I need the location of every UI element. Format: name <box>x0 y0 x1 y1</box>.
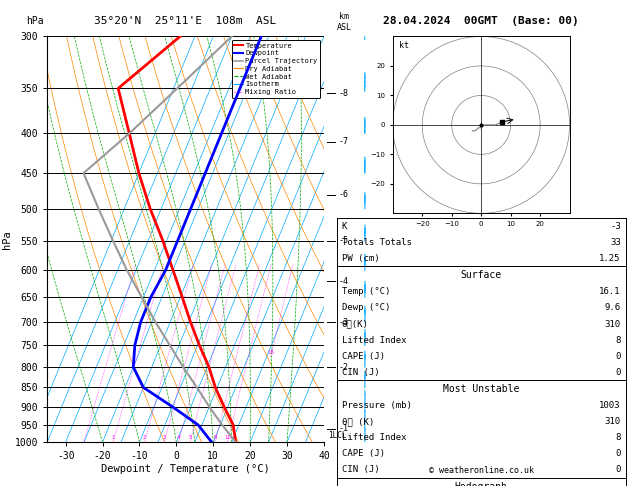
Text: 0: 0 <box>615 351 621 361</box>
Text: Surface: Surface <box>460 270 502 280</box>
Text: Most Unstable: Most Unstable <box>443 384 520 394</box>
Text: -4: -4 <box>338 277 348 286</box>
Text: 1: 1 <box>111 435 115 440</box>
Text: PW (cm): PW (cm) <box>342 254 379 263</box>
Text: -2: -2 <box>338 363 348 372</box>
Text: 9.6: 9.6 <box>604 303 621 312</box>
Text: 1.25: 1.25 <box>599 254 621 263</box>
Y-axis label: hPa: hPa <box>2 230 12 249</box>
Text: kt: kt <box>399 41 409 50</box>
Text: 28.04.2024  00GMT  (Base: 00): 28.04.2024 00GMT (Base: 00) <box>383 16 579 26</box>
Text: -7: -7 <box>338 137 348 146</box>
Text: Pressure (mb): Pressure (mb) <box>342 401 411 410</box>
Text: 0: 0 <box>615 466 621 474</box>
Text: CAPE (J): CAPE (J) <box>342 450 384 458</box>
Text: 33: 33 <box>610 238 621 247</box>
Text: CAPE (J): CAPE (J) <box>342 351 384 361</box>
Text: 2: 2 <box>143 435 147 440</box>
Text: 15: 15 <box>267 350 274 355</box>
Text: 8: 8 <box>615 434 621 442</box>
Text: hPa: hPa <box>26 16 44 26</box>
Text: Lifted Index: Lifted Index <box>342 335 406 345</box>
Text: -3: -3 <box>610 222 621 231</box>
Text: 8: 8 <box>615 335 621 345</box>
Text: θᴇ (K): θᴇ (K) <box>342 417 374 426</box>
Legend: Temperature, Dewpoint, Parcel Trajectory, Dry Adiabat, Wet Adiabat, Isotherm, Mi: Temperature, Dewpoint, Parcel Trajectory… <box>231 40 320 98</box>
Text: Temp (°C): Temp (°C) <box>342 287 390 296</box>
Text: 1LCL: 1LCL <box>328 431 347 440</box>
Text: 0: 0 <box>615 367 621 377</box>
Text: -8: -8 <box>338 88 348 98</box>
Text: © weatheronline.co.uk: © weatheronline.co.uk <box>429 466 533 475</box>
Text: Lifted Index: Lifted Index <box>342 434 406 442</box>
Text: 310: 310 <box>604 417 621 426</box>
Text: K: K <box>342 222 347 231</box>
Text: 0: 0 <box>615 450 621 458</box>
Text: 310: 310 <box>604 319 621 329</box>
X-axis label: Dewpoint / Temperature (°C): Dewpoint / Temperature (°C) <box>101 464 270 474</box>
Text: -1: -1 <box>338 424 348 433</box>
Text: Totals Totals: Totals Totals <box>342 238 411 247</box>
Text: Dewp (°C): Dewp (°C) <box>342 303 390 312</box>
Text: -6: -6 <box>338 191 348 199</box>
Text: km
ASL: km ASL <box>337 12 352 32</box>
Text: CIN (J): CIN (J) <box>342 466 379 474</box>
Text: 8: 8 <box>213 435 217 440</box>
Text: 3: 3 <box>162 435 166 440</box>
Text: 16.1: 16.1 <box>599 287 621 296</box>
Text: -3: -3 <box>338 317 348 327</box>
Text: 4: 4 <box>177 435 181 440</box>
Text: 35°20'N  25°11'E  108m  ASL: 35°20'N 25°11'E 108m ASL <box>94 16 277 26</box>
Text: 10: 10 <box>224 435 231 440</box>
Text: 1003: 1003 <box>599 401 621 410</box>
Text: 5: 5 <box>188 435 192 440</box>
Text: θᴇ(K): θᴇ(K) <box>342 319 369 329</box>
Text: CIN (J): CIN (J) <box>342 367 379 377</box>
Text: Hodograph: Hodograph <box>455 482 508 486</box>
Text: -5: -5 <box>338 236 348 245</box>
